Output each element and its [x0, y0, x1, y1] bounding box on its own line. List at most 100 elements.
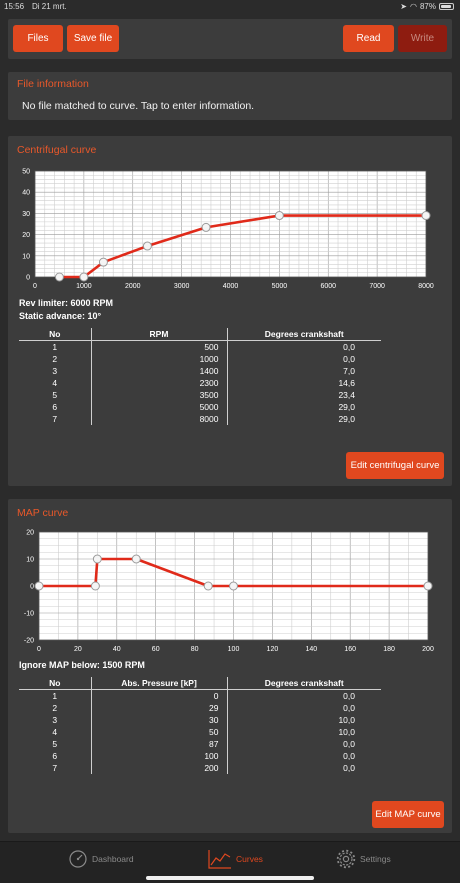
tab-dashboard-label: Dashboard: [92, 854, 134, 864]
wifi-icon: ◠: [410, 2, 417, 11]
x-tick-label: 40: [113, 646, 121, 653]
rev-limiter-text: Rev limiter: 6000 RPM: [19, 298, 114, 308]
curve-point: [201, 222, 211, 232]
table-row: 6 100 0,0: [19, 749, 381, 762]
x-tick-label: 120: [267, 646, 279, 653]
centrifugal-curve-title: Centrifugal curve: [17, 144, 97, 156]
curve-point: [421, 211, 431, 221]
table-cell: 87: [209, 738, 219, 749]
read-button[interactable]: Read: [343, 25, 394, 52]
y-tick-label: 20: [26, 530, 34, 537]
table-row: 1 500 0,0: [19, 340, 381, 353]
y-tick-label: 30: [22, 211, 30, 218]
centrifugal-curve-chart[interactable]: 0 1000 2000 3000 4000 5000 6000 7000 8000 0 10 20 30…: [8, 162, 452, 298]
table-header: RPM: [91, 328, 227, 341]
table-cell: 50: [209, 726, 219, 737]
x-tick-label: 6000: [320, 283, 336, 290]
table-cell: 0,0: [226, 352, 381, 365]
y-tick-label: -10: [24, 611, 34, 618]
table-cell: 0,0: [226, 701, 381, 714]
table-cell: 0,0: [226, 689, 381, 702]
table-cell: 23,4: [226, 388, 381, 401]
tab-dashboard[interactable]: Dashboard: [68, 848, 134, 870]
curve-point: [203, 581, 213, 591]
table-row: 7 200 0,0: [19, 761, 381, 774]
table-cell: 5: [19, 388, 92, 401]
table-header: No: [19, 677, 92, 690]
static-advance-text: Static advance: 10°: [19, 311, 102, 321]
write-button[interactable]: Write: [398, 25, 447, 52]
x-tick-label: 160: [344, 646, 356, 653]
table-cell: 1000: [199, 353, 219, 364]
gauge-icon: [69, 850, 87, 868]
table-cell: 0,0: [226, 340, 381, 353]
status-indicators: ➤ ◠ 87%: [400, 2, 454, 11]
battery-percent: 87%: [419, 2, 436, 11]
table-cell: 1: [19, 689, 92, 702]
table-row: 3 30 10,0: [19, 713, 381, 726]
status-date: Di 21 mrt.: [32, 2, 67, 11]
table-cell: 10,0: [226, 725, 381, 738]
map-curve-table: No Abs. Pressure [kP] Degrees crankshaft 1 0…: [19, 677, 381, 774]
y-tick-label: 10: [22, 253, 30, 260]
table-cell: 4: [19, 725, 92, 738]
x-tick-label: 0: [37, 646, 41, 653]
edit-centrifugal-curve-button[interactable]: Edit centrifugal curve: [346, 452, 444, 479]
curve-point: [34, 581, 44, 591]
table-cell: 0,0: [226, 749, 381, 762]
curve-point: [229, 581, 238, 591]
table-cell: 3: [19, 364, 92, 377]
table-row: 2 29 0,0: [19, 701, 381, 714]
table-cell: 7: [19, 412, 92, 425]
table-header: No: [19, 328, 92, 341]
x-tick-label: 20: [74, 646, 82, 653]
battery-icon: [439, 3, 454, 10]
table-header: Degrees crankshaft: [226, 328, 381, 341]
table-row: 5 3500 23,4: [19, 388, 381, 401]
y-tick-label: 0: [26, 275, 30, 282]
x-tick-label: 8000: [418, 283, 434, 290]
save-file-button[interactable]: Save file: [67, 25, 119, 52]
x-tick-label: 4000: [223, 283, 239, 290]
table-cell: 7,0: [226, 364, 381, 377]
chart-icon: [208, 850, 231, 869]
table-row: 3 1400 7,0: [19, 364, 381, 377]
table-cell: 6: [19, 749, 92, 762]
x-tick-label: 7000: [369, 283, 385, 290]
files-button[interactable]: Files: [13, 25, 63, 52]
tab-settings-label: Settings: [360, 854, 391, 864]
table-cell: 10,0: [226, 713, 381, 726]
y-tick-label: 0: [30, 584, 34, 591]
tab-curves-label: Curves: [236, 854, 263, 864]
table-cell: 2: [19, 701, 92, 714]
x-tick-label: 1000: [76, 283, 92, 290]
x-tick-label: 2000: [125, 283, 141, 290]
table-cell: 2: [19, 352, 92, 365]
table-cell: 14,6: [226, 376, 381, 389]
file-information-title: File information: [17, 78, 89, 90]
table-cell: 1: [19, 340, 92, 353]
x-tick-label: 180: [383, 646, 395, 653]
table-cell: 0,0: [226, 761, 381, 774]
y-tick-label: 40: [22, 190, 30, 197]
plot-border: [34, 170, 427, 278]
table-row: 1 0 0,0: [19, 689, 381, 702]
x-tick-label: 5000: [272, 283, 288, 290]
table-cell: 6: [19, 400, 92, 413]
x-tick-label: 60: [152, 646, 160, 653]
y-tick-label: 20: [22, 232, 30, 239]
x-tick-label: 100: [228, 646, 240, 653]
file-information-panel[interactable]: File information No file matched to curv…: [8, 72, 452, 120]
table-cell: 2300: [199, 377, 219, 388]
tab-curves[interactable]: Curves: [208, 848, 263, 870]
table-row: 5 87 0,0: [19, 737, 381, 750]
file-information-text[interactable]: No file matched to curve. Tap to enter i…: [22, 100, 255, 112]
table-cell: 1400: [199, 365, 219, 376]
map-curve-chart[interactable]: 0 20 40 60 80 100 120 140 160 180 200 -20 -10 0 10 20: [8, 523, 452, 661]
toolbar: Files Save file Read Write: [8, 19, 452, 59]
curve-point: [54, 272, 64, 282]
curve-point: [79, 272, 89, 282]
table-cell: 3500: [199, 389, 219, 400]
tab-settings[interactable]: Settings: [336, 848, 391, 870]
edit-map-curve-button[interactable]: Edit MAP curve: [372, 801, 444, 828]
